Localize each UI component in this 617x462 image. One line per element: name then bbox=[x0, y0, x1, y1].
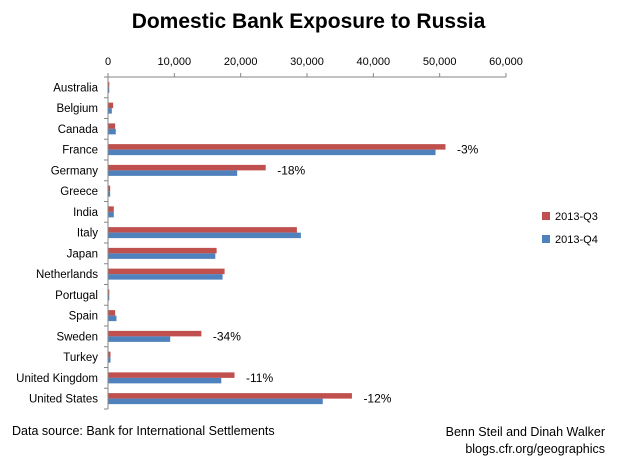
bar-2013-Q4 bbox=[108, 149, 436, 156]
bar-2013-Q4 bbox=[108, 108, 112, 114]
bar-2013-Q3 bbox=[108, 185, 111, 192]
bar-2013-Q3 bbox=[108, 268, 225, 275]
category-label: France bbox=[62, 145, 98, 157]
category-label: Spain bbox=[69, 311, 98, 323]
category-label: Australia bbox=[53, 82, 98, 94]
bars bbox=[108, 81, 446, 405]
category-label: Sweden bbox=[56, 331, 98, 343]
bar-2013-Q4 bbox=[108, 211, 114, 218]
change-annotation: -12% bbox=[363, 392, 391, 406]
category-label: United Kingdom bbox=[16, 373, 98, 385]
credit-url: blogs.cfr.org/geographics bbox=[465, 442, 605, 456]
category-label: Belgium bbox=[56, 103, 98, 115]
legend-swatch bbox=[542, 212, 550, 220]
bar-2013-Q4 bbox=[108, 398, 323, 405]
bar-2013-Q3 bbox=[108, 123, 116, 129]
x-tick-label: 0 bbox=[105, 56, 111, 68]
bar-2013-Q3 bbox=[108, 393, 352, 399]
category-label: Turkey bbox=[63, 352, 98, 364]
legend: 2013-Q3 2013-Q4 bbox=[542, 211, 598, 246]
bar-2013-Q4 bbox=[108, 294, 110, 301]
bar-2013-Q3 bbox=[108, 144, 446, 150]
bar-2013-Q3 bbox=[108, 227, 297, 233]
bar-2013-Q3 bbox=[108, 310, 116, 316]
bar-2013-Q4 bbox=[108, 87, 110, 93]
change-annotation: -18% bbox=[277, 163, 305, 177]
x-tick-label: 30,000 bbox=[290, 56, 324, 68]
change-annotation: -34% bbox=[213, 329, 241, 343]
annotations: -3% -18% -34% -11% -12% bbox=[213, 143, 479, 406]
bar-2013-Q4 bbox=[108, 232, 301, 239]
bar-2013-Q3 bbox=[108, 289, 110, 295]
bar-2013-Q3 bbox=[108, 81, 110, 88]
data-source-note: Data source: Bank for International Sett… bbox=[12, 424, 275, 438]
x-axis: 0 10,000 20,000 30,000 40,000 50,000 60,000 bbox=[105, 56, 523, 78]
category-label: India bbox=[73, 207, 99, 219]
bar-2013-Q3 bbox=[108, 206, 114, 212]
chart-title: Domestic Bank Exposure to Russia bbox=[131, 10, 486, 33]
credit-authors: Benn Steil and Dinah Walker bbox=[445, 425, 605, 439]
category-label: Japan bbox=[67, 248, 98, 260]
legend-label: 2013-Q4 bbox=[555, 234, 598, 246]
x-tick-label: 40,000 bbox=[357, 56, 391, 68]
bar-2013-Q4 bbox=[108, 315, 117, 322]
credit-block: Benn Steil and Dinah Walker blogs.cfr.or… bbox=[446, 424, 605, 458]
category-label: Portugal bbox=[55, 290, 98, 302]
x-tick-label: 50,000 bbox=[423, 56, 457, 68]
bar-2013-Q4 bbox=[108, 357, 111, 363]
bar-2013-Q4 bbox=[108, 128, 116, 135]
bar-2013-Q3 bbox=[108, 372, 235, 378]
legend-swatch bbox=[542, 235, 550, 243]
bar-2013-Q4 bbox=[108, 253, 216, 259]
change-annotation: -11% bbox=[246, 371, 273, 385]
bar-2013-Q4 bbox=[108, 274, 223, 280]
x-tick-label: 60,000 bbox=[489, 56, 523, 68]
category-label: Germany bbox=[51, 165, 99, 177]
legend-label: 2013-Q3 bbox=[555, 211, 598, 223]
category-label: Italy bbox=[77, 228, 98, 240]
bar-2013-Q3 bbox=[108, 102, 114, 109]
category-label: Canada bbox=[58, 124, 99, 136]
bar-2013-Q4 bbox=[108, 377, 222, 384]
bar-2013-Q4 bbox=[108, 170, 238, 176]
change-annotation: -3% bbox=[457, 143, 479, 157]
category-label: Greece bbox=[60, 186, 98, 198]
x-tick-label: 10,000 bbox=[158, 56, 192, 68]
category-label: Netherlands bbox=[36, 269, 98, 281]
y-axis: Australia Belgium Canada France Germany Greec… bbox=[16, 76, 109, 410]
bar-2013-Q3 bbox=[108, 164, 266, 171]
category-label: United States bbox=[29, 394, 98, 406]
bar-2013-Q3 bbox=[108, 351, 111, 358]
bar-2013-Q4 bbox=[108, 191, 111, 197]
x-tick-label: 20,000 bbox=[224, 56, 258, 68]
bar-2013-Q3 bbox=[108, 330, 202, 337]
bar-2013-Q4 bbox=[108, 336, 171, 342]
bar-2013-Q3 bbox=[108, 247, 217, 254]
